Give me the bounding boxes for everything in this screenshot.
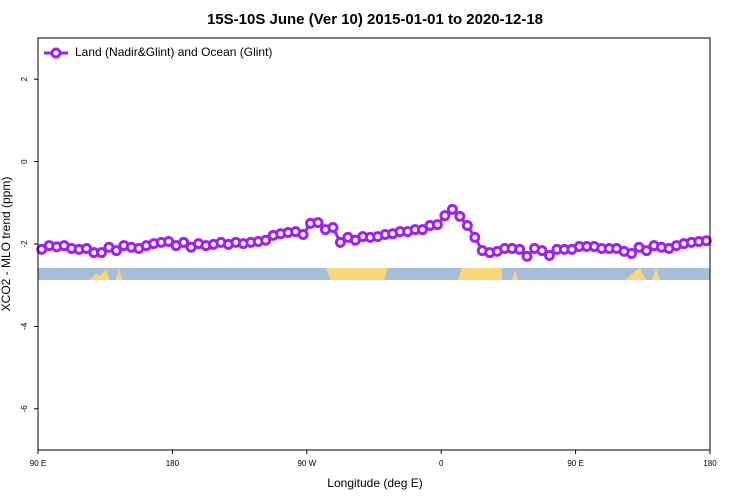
point	[439, 210, 451, 222]
point	[95, 247, 107, 259]
point	[110, 245, 122, 257]
x-tick-label: 90 E	[567, 459, 583, 468]
point	[536, 245, 548, 257]
plot	[36, 203, 712, 262]
point	[514, 243, 526, 255]
point	[431, 219, 443, 231]
point	[454, 210, 466, 222]
chart-title: 15S-10S June (Ver 10) 2015-01-01 to 2020…	[207, 11, 543, 28]
point	[521, 250, 533, 262]
point	[446, 203, 458, 215]
point	[312, 217, 324, 229]
point	[334, 236, 346, 248]
land	[326, 268, 388, 280]
y-axis-label: XCO2 - MLO trend (ppm)	[0, 177, 13, 312]
point	[327, 222, 339, 234]
x-axis-label: Longitude (deg E)	[327, 476, 422, 490]
point	[178, 236, 190, 248]
y-tick-label: 0	[20, 159, 29, 164]
x-tick-label: 180	[166, 459, 180, 468]
y-tick-label: -2	[20, 240, 29, 248]
land-ocean-mask	[38, 268, 710, 280]
y-tick-label: -6	[20, 405, 29, 413]
point	[700, 235, 712, 247]
x-tick-label: 180	[703, 459, 717, 468]
point	[297, 229, 309, 241]
land	[90, 270, 110, 280]
y-tick-label: -4	[20, 322, 29, 330]
x-tick-label: 0	[439, 459, 444, 468]
point	[461, 219, 473, 231]
land	[626, 268, 646, 280]
point	[641, 245, 653, 257]
legend-marker	[50, 47, 62, 59]
point	[469, 231, 481, 243]
legend-label: Land (Nadir&Glint) and Ocean (Glint)	[75, 45, 272, 59]
x-tick-label: 90 E	[30, 459, 46, 468]
land	[458, 268, 502, 280]
legend: Land (Nadir&Glint) and Ocean (Glint)	[44, 45, 272, 59]
land	[512, 270, 518, 280]
point	[543, 250, 555, 262]
y-tick-label: 2	[20, 76, 29, 81]
point	[626, 247, 638, 259]
point	[260, 234, 272, 246]
land	[652, 268, 660, 280]
land	[116, 268, 122, 280]
x-tick-label: 90 W	[297, 459, 316, 468]
